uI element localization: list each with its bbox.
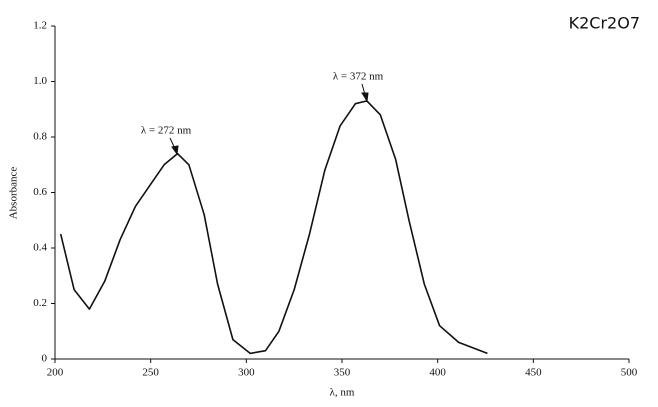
y-tick-label: 0.8 [33, 131, 47, 143]
x-tick-label: 250 [142, 367, 159, 379]
y-tick-label: 0 [42, 353, 48, 365]
annotation: λ = 272 nm [141, 125, 192, 137]
corner-label: K2Cr2O7 [569, 14, 640, 33]
spectrum-line [59, 100, 488, 355]
x-tick-label: 500 [621, 367, 638, 379]
x-tick-label: 300 [238, 367, 255, 379]
x-tick-label: 450 [525, 367, 542, 379]
y-tick-label: 0.4 [33, 242, 47, 254]
arrow-head [361, 92, 369, 103]
annotation: λ = 372 nm [333, 71, 384, 83]
x-tick-label: 400 [429, 367, 446, 379]
x-tick-label: 350 [334, 367, 351, 379]
y-tick-label: 1.0 [33, 75, 47, 87]
y-axis-label: Absorbance [8, 167, 20, 220]
annotation-arrows [169, 83, 369, 156]
x-axis-label: λ, nm [330, 387, 355, 399]
x-tick-label: 200 [47, 367, 64, 379]
arrow-head [171, 145, 179, 156]
y-tick-label: 1.2 [33, 20, 47, 32]
y-tick-label: 0.2 [33, 297, 47, 309]
y-tick-label: 0.6 [33, 186, 47, 198]
